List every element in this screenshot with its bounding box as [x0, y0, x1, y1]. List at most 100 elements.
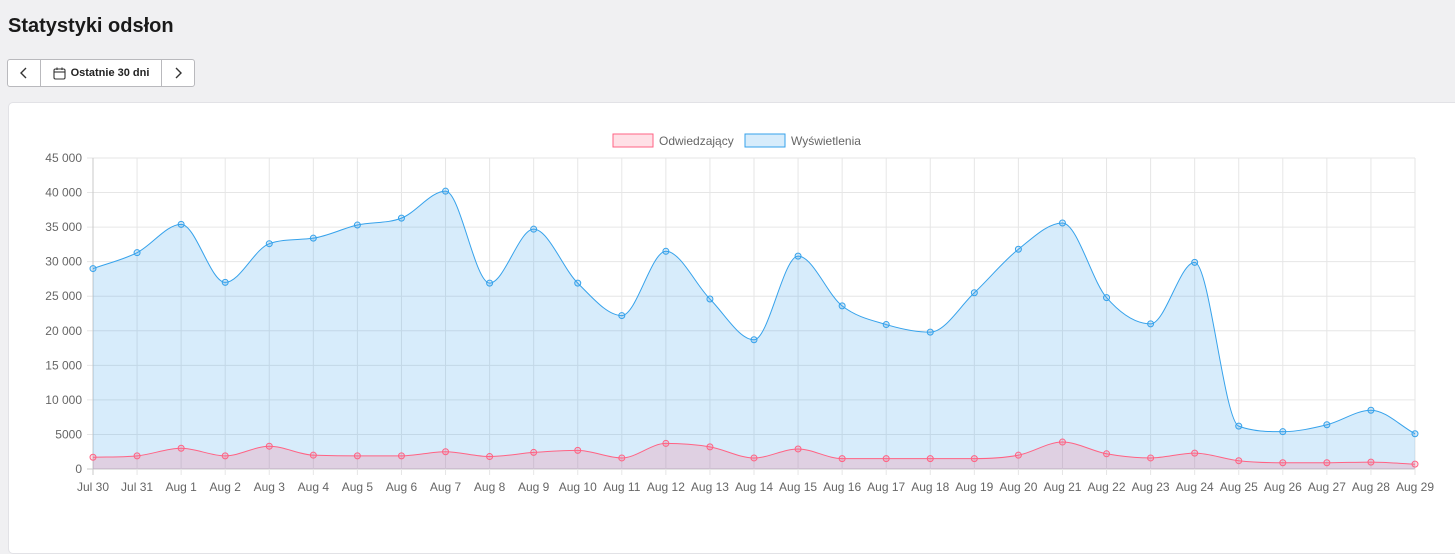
y-tick-label: 25 000: [45, 289, 82, 303]
pageviews-point: [353, 221, 361, 229]
visitors-point: [1235, 457, 1243, 465]
pageviews-point: [618, 312, 626, 320]
x-tick-label: Aug 14: [735, 480, 773, 494]
x-tick-label: Aug 25: [1220, 480, 1258, 494]
pageviews-point: [662, 247, 670, 255]
pageviews-point: [750, 336, 758, 344]
pageviews-point: [1014, 245, 1022, 253]
pageviews-point: [221, 278, 229, 286]
visitors-point: [486, 453, 494, 461]
x-tick-label: Aug 24: [1176, 480, 1214, 494]
pageviews-point: [309, 234, 317, 242]
page-title: Statystyki odsłon: [8, 15, 174, 37]
legend-item-pageviews: Wyświetlenia: [744, 133, 861, 148]
chart-panel: 0 5000 10 000 15 000 20 000 25 000 30 000 35 00…: [8, 102, 1455, 554]
y-tick-label: 5000: [55, 427, 82, 441]
pageviews-point: [1367, 406, 1375, 414]
date-range-button[interactable]: Ostatnie 30 dni: [41, 60, 161, 86]
visitors-point: [221, 452, 229, 460]
pageviews-point: [926, 328, 934, 336]
chart-legend: Odwiedzający Wyświetlenia: [612, 133, 861, 148]
y-tick-label: 40 000: [45, 186, 82, 200]
pageviews-line: [92, 190, 1416, 435]
visitors-point: [1279, 459, 1287, 467]
pageviews-point: [706, 295, 714, 303]
x-tick-label: Aug 19: [955, 480, 993, 494]
pageviews-point: [1235, 422, 1243, 430]
pageviews-point: [1279, 428, 1287, 436]
x-tick-label: Aug 26: [1264, 480, 1302, 494]
pageviews-point: [794, 252, 802, 260]
pageviews-point: [574, 279, 582, 287]
pageviews-point: [442, 187, 450, 195]
visitors-point: [133, 452, 141, 460]
x-tick-label: Aug 5: [342, 480, 374, 494]
pageviews-point: [89, 265, 97, 273]
x-tick-label: Aug 17: [867, 480, 905, 494]
visitors-point: [397, 452, 405, 460]
pageviews-point: [486, 279, 494, 287]
visitors-point: [794, 445, 802, 453]
visitors-point: [1367, 458, 1375, 466]
visitors-point: [882, 455, 890, 463]
y-tick-label: 20 000: [45, 324, 82, 338]
x-tick-label: Aug 16: [823, 480, 861, 494]
x-tick-label: Aug 27: [1308, 480, 1346, 494]
visitors-point: [530, 448, 538, 456]
visitors-point: [970, 455, 978, 463]
pageviews-point: [1147, 320, 1155, 328]
pageviews-point: [530, 225, 538, 233]
x-tick-label: Aug 29: [1396, 480, 1434, 494]
x-tick-label: Aug 3: [254, 480, 286, 494]
visitors-point: [1411, 460, 1419, 468]
previous-range-button[interactable]: [8, 60, 41, 86]
visitors-point: [750, 454, 758, 462]
calendar-icon: [53, 67, 66, 80]
visitors-point: [1191, 449, 1199, 457]
pageviews-point: [838, 302, 846, 310]
pageviews-area: [93, 191, 1415, 469]
pageviews-point: [265, 240, 273, 248]
x-tick-label: Aug 23: [1132, 480, 1170, 494]
pageviews-point: [177, 220, 185, 228]
visitors-point: [662, 439, 670, 447]
visitors-point: [265, 442, 273, 450]
legend-item-visitors: Odwiedzający: [612, 133, 734, 148]
x-tick-label: Aug 13: [691, 480, 729, 494]
legend-swatch: [744, 133, 786, 148]
visitors-point: [706, 443, 714, 451]
visitors-point: [442, 448, 450, 456]
legend-label: Wyświetlenia: [791, 134, 861, 148]
pageviews-point: [1191, 258, 1199, 266]
visitors-point: [838, 455, 846, 463]
x-tick-label: Aug 28: [1352, 480, 1390, 494]
visitors-point: [1058, 438, 1066, 446]
visitors-point: [1147, 454, 1155, 462]
date-range-control: Ostatnie 30 dni: [7, 59, 195, 87]
visitors-point: [618, 454, 626, 462]
x-tick-label: Aug 20: [999, 480, 1037, 494]
pageviews-point: [1411, 430, 1419, 438]
visitors-point: [353, 452, 361, 460]
x-tick-label: Aug 2: [210, 480, 242, 494]
visitors-point: [1014, 451, 1022, 459]
pageviews-point: [1103, 294, 1111, 302]
x-tick-label: Aug 12: [647, 480, 685, 494]
x-tick-label: Aug 11: [603, 480, 640, 494]
next-range-button[interactable]: [161, 60, 194, 86]
x-tick-label: Aug 21: [1043, 480, 1081, 494]
legend-label: Odwiedzający: [659, 134, 734, 148]
legend-swatch: [612, 133, 654, 148]
visitors-point: [89, 453, 97, 461]
y-tick-label: 35 000: [45, 220, 82, 234]
x-tick-label: Aug 15: [779, 480, 817, 494]
x-tick-label: Aug 22: [1088, 480, 1126, 494]
x-tick-label: Aug 7: [430, 480, 462, 494]
visitors-line: [92, 441, 1416, 465]
pageviews-point: [970, 289, 978, 297]
y-tick-label: 45 000: [45, 151, 82, 165]
pageviews-point: [397, 214, 405, 222]
x-tick-label: Aug 10: [559, 480, 597, 494]
chart-grid: [87, 157, 1416, 475]
y-tick-label: 0: [75, 462, 82, 476]
